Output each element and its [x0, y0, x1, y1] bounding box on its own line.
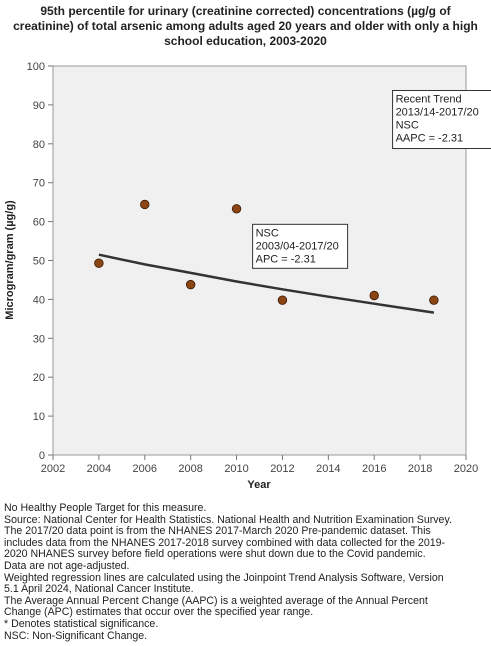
data-point[interactable]	[277, 295, 288, 305]
annotation-line: NSC	[396, 120, 419, 132]
y-axis-label: Microgram/gram (µg/g)	[4, 200, 16, 320]
annotation-line: 2003/04-2017/20	[256, 240, 339, 252]
chart-title: 95th percentile for urinary (creatinine …	[0, 4, 491, 49]
y-tick-label: 60	[33, 217, 45, 229]
x-tick-label: 2010	[224, 463, 248, 475]
data-point[interactable]	[140, 199, 150, 210]
annotation-frame	[392, 90, 491, 150]
footnote-line: The Average Annual Percent Change (AAPC)…	[4, 594, 428, 607]
x-tick-label: 2012	[270, 463, 294, 475]
y-tick-label: 100	[27, 61, 45, 73]
footnote-line: Weighted regression lines are calculated…	[4, 571, 444, 584]
footnote-line: includes data from the NHANES 2017-2018 …	[4, 536, 446, 549]
data-point[interactable]	[369, 290, 379, 301]
y-tick-label: 0	[39, 450, 45, 462]
footnote-line: The 2017/20 data point is from the NHANE…	[4, 525, 431, 538]
annotation-frame	[252, 223, 349, 269]
y-tick-label: 20	[33, 372, 45, 384]
x-tick-label: 2002	[41, 463, 65, 475]
footnote-line: NSC: Non-Significant Change.	[4, 629, 148, 642]
x-tick-label: 2016	[362, 463, 386, 475]
chart-title-line-1: 95th percentile for urinary (creatinine …	[40, 4, 451, 18]
footnote-line: * Denotes statistical significance.	[4, 617, 159, 630]
chart-title-line-2: creatinine) of total arsenic among adult…	[13, 19, 478, 33]
y-axis: 0 10 20 30 40 50 60 70 80 90 100	[27, 61, 53, 462]
x-tick-label: 2018	[408, 463, 432, 475]
footnote-line: No Healthy People Target for this measur…	[4, 502, 207, 514]
y-tick-label: 90	[33, 100, 45, 112]
chart-title-line-3: school education, 2003-2020	[164, 34, 327, 48]
x-tick-label: 2008	[178, 463, 202, 475]
x-axis-label: Year	[247, 479, 271, 491]
annotation-line: NSC	[256, 227, 279, 239]
y-tick-label: 10	[33, 411, 45, 423]
annotation-line: APC = -2.31	[256, 253, 316, 265]
annotation-line: AAPC = -2.31	[396, 133, 464, 145]
data-point[interactable]	[429, 295, 439, 305]
annotation-line: Recent Trend	[396, 94, 462, 106]
y-tick-label: 30	[33, 333, 45, 345]
footnote-line: Change (APC) estimates that occur over t…	[4, 606, 314, 619]
data-point[interactable]	[94, 258, 104, 268]
footnote-line: Data are not age-adjusted.	[4, 559, 130, 572]
data-point[interactable]	[231, 204, 242, 214]
footnote-line: Source: National Center for Health Stati…	[4, 513, 452, 526]
x-tick-label: 2004	[87, 463, 111, 475]
y-tick-label: 40	[33, 294, 45, 306]
x-tick-label: 2006	[133, 463, 157, 475]
y-tick-label: 80	[33, 139, 45, 151]
x-axis: 2002 2004 2006 2008 2010 2012 2014 2016 2018 2020	[41, 455, 478, 475]
y-tick-label: 70	[33, 178, 45, 190]
annotation-line: 2013/14-2017/20	[396, 107, 479, 119]
footnotes: No Healthy People Target for this measur…	[4, 502, 488, 642]
data-point[interactable]	[185, 279, 196, 290]
x-tick-label: 2014	[316, 463, 340, 475]
x-tick-label: 2020	[454, 463, 478, 475]
footnote-line: 2020 NHANES survey before field operatio…	[4, 548, 426, 561]
y-tick-label: 50	[33, 256, 45, 268]
footnote-line: 5.1 April 2024, National Cancer Institut…	[4, 583, 194, 596]
trend-line	[98, 253, 435, 314]
